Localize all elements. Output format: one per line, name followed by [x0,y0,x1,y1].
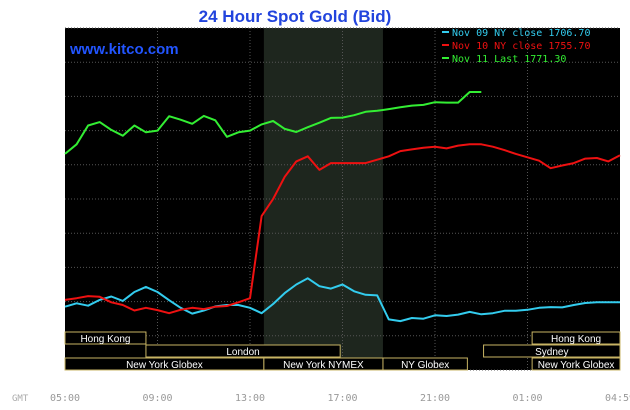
x-tick-gmt: 17:00 [327,393,357,404]
y-axis-ticks: 1790.0 1780.0 1770.0 1760.0 1750.0 1740.0 1730… [26,24,62,377]
price-series [64,91,621,323]
series-line-3 [64,91,482,155]
session-label: New York Globex [126,360,203,371]
gmt-label: GMT [12,394,29,404]
session-label: Hong Kong [551,334,601,345]
legend-entry: Nov 09 NY close 1706.70 [452,28,590,39]
x-tick-gmt: 09:00 [142,393,172,404]
session-label: NY Globex [401,360,449,371]
ny-time-label: NY Time [2,380,40,390]
legend-entry: Nov 10 NY close 1755.70 [452,41,590,52]
legend: Nov 09 NY close 1706.70 Nov 10 NY close 1… [442,28,590,65]
session-label: Sydney [535,347,568,358]
y-tick-label: 1750.0 [26,161,62,172]
legend-entry: Nov 11 Last 1771.30 [452,54,566,65]
y-tick-label: 1740.0 [26,195,62,206]
session-bar [531,331,621,345]
y-tick-label: 1790.0 [26,24,62,35]
grid-lines [65,27,620,371]
market-session-bars: Hong Kong Hong Kong London Sydney New York G… [64,331,621,371]
x-tick-ny: 16:00 [420,378,450,389]
y-tick-label: 1700.0 [26,332,62,343]
session-bar [64,331,147,345]
x-tick-gmt: 05:00 [50,393,80,404]
y-tick-label: 1720.0 [26,263,62,274]
x-tick-ny: 04:00 [142,378,172,389]
y-tick-label: 1730.0 [26,229,62,240]
y-tick-label: 1710.0 [26,298,62,309]
series-line-2 [64,143,621,315]
session-bar [145,344,341,358]
chart-title: 24 Hour Spot Gold (Bid) [199,7,392,26]
x-tick-gmt: 01:00 [512,393,542,404]
x-tick-ny: 12:00 [327,378,357,389]
session-bar [483,344,621,358]
timestamp: November 11, 2022 17:35 [447,14,585,25]
y-unit-label: USD/oz [3,7,39,18]
x-tick-ny: 20:00 [512,378,542,389]
y-tick-label: 1690.0 [26,366,62,377]
x-tick-gmt: 13:00 [235,393,265,404]
watermark: www.kitco.com [69,41,179,58]
y-tick-label: 1770.0 [26,92,62,103]
x-tick-ny: 23:59 [605,378,630,389]
y-tick-label: 1760.0 [26,127,62,138]
session-bar [531,357,621,371]
x-tick-ny: 00:00 [50,378,80,389]
x-tick-gmt: 04:59 [605,393,630,404]
session-label: New York Globex [538,360,615,371]
x-tick-ny: 08:00 [235,378,265,389]
session-label: London [226,347,259,358]
session-label: Hong Kong [80,334,130,345]
y-tick-label: 1780.0 [26,58,62,69]
series-line-1 [64,277,620,323]
session-label: New York NYMEX [283,360,364,371]
x-tick-gmt: 21:00 [420,393,450,404]
x-axis-ticks: 00:00 05:00 04:00 09:00 08:00 13:00 12:00 17:00… [50,378,630,404]
session-bar [382,357,468,371]
